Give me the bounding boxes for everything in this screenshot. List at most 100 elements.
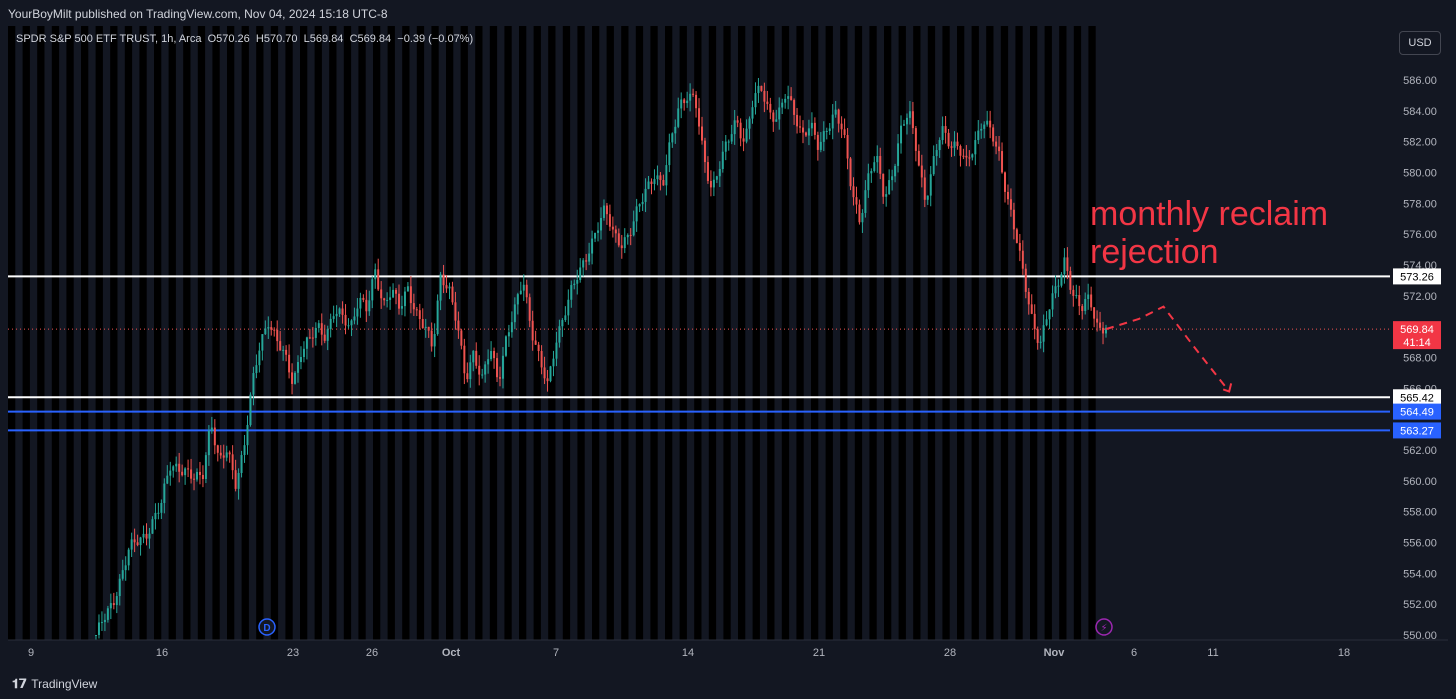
candle-body [338, 308, 341, 314]
candle-body [252, 373, 255, 395]
price-chart[interactable]: 550.00 552.00 554.00 556.00 558.00 560.00 562.… [8, 26, 1448, 666]
session-shade [1000, 26, 1009, 640]
session-shade [986, 26, 994, 640]
session-shade [51, 26, 60, 640]
session-shade [227, 26, 235, 640]
candle-body [1102, 327, 1105, 334]
candle-body [1057, 285, 1060, 287]
candle-body [166, 475, 169, 484]
candle-body [1093, 307, 1096, 319]
session-shade [519, 26, 527, 640]
candle-body [255, 365, 258, 374]
time-axis-bg [8, 640, 1448, 666]
candle-body [478, 365, 481, 375]
candle-body [383, 298, 386, 301]
candle-body [1099, 322, 1102, 328]
candle-body [1004, 172, 1006, 192]
time-tick-label: 28 [944, 647, 956, 659]
candle-body [558, 326, 561, 343]
candle-body [139, 537, 142, 546]
candle-body [1078, 295, 1081, 307]
candle-body [418, 310, 421, 320]
symbol-name: SPDR S&P 500 ETF TRUST, 1h, Arca [16, 33, 202, 45]
candle-body [709, 180, 712, 188]
price-tick-label: 550.00 [1403, 630, 1437, 642]
chart-frame[interactable]: 550.00 552.00 554.00 556.00 558.00 560.00 562.… [8, 26, 1448, 666]
candle-body [234, 470, 237, 489]
time-tick-label: 21 [813, 647, 825, 659]
time-tick-label: 18 [1338, 647, 1350, 659]
candle-body [279, 341, 282, 351]
candle-body [320, 323, 323, 335]
candle-body [115, 596, 118, 606]
time-tick-label: Nov [1044, 647, 1066, 659]
candle-body [1072, 289, 1075, 296]
candle-body [793, 100, 796, 115]
candle-body [810, 122, 813, 129]
time-tick-label: 14 [682, 647, 694, 659]
candle-body [1021, 250, 1024, 269]
projection-arrowhead [1222, 383, 1233, 393]
candle-body [650, 181, 653, 185]
candle-body [460, 330, 463, 346]
candle-body [311, 337, 314, 339]
session-shade [738, 26, 746, 640]
candle-body [323, 334, 326, 341]
session-shade [548, 26, 556, 640]
candle-body [210, 427, 213, 431]
candle-body [920, 165, 923, 178]
candle-body [305, 337, 308, 349]
candle-body [695, 94, 698, 109]
currency-button[interactable]: USD [1399, 31, 1441, 55]
level-price-label: 565.42 [1400, 392, 1434, 404]
candle-body [813, 122, 816, 135]
session-shade [358, 26, 366, 640]
candle-body [549, 366, 552, 382]
candle-body [222, 455, 225, 458]
session-shade [752, 26, 760, 640]
candle-body [769, 103, 772, 113]
candle-body [677, 108, 680, 127]
candle-body [653, 179, 656, 185]
candle-body [561, 320, 564, 327]
session-shade [898, 26, 906, 640]
candle-body [917, 150, 920, 166]
candle-body [932, 156, 935, 175]
session-shade [650, 26, 658, 640]
candle-body [121, 570, 124, 579]
candle-body [605, 205, 608, 215]
high-label: H [255, 33, 264, 45]
candle-body [398, 293, 400, 309]
candle-body [730, 134, 733, 142]
candle-body [781, 102, 784, 108]
candle-body [243, 445, 246, 456]
candle-body [1033, 313, 1036, 330]
candle-body [534, 340, 537, 345]
candle-body [834, 109, 837, 115]
candle-body [626, 234, 629, 238]
session-shade [300, 26, 308, 640]
candle-body [472, 350, 475, 363]
candle-body [861, 212, 864, 223]
tradingview-brand[interactable]: 𝟏𝟳 TradingView [12, 676, 97, 692]
candle-body [674, 126, 677, 134]
session-shade [781, 26, 790, 640]
candle-body [570, 285, 573, 300]
tradingview-logo-icon: 𝟏𝟳 [12, 676, 27, 691]
session-shade [446, 26, 454, 640]
candle-body [760, 85, 763, 91]
candle-body [846, 134, 849, 159]
candle-body [359, 297, 362, 309]
session-shade [1044, 26, 1052, 640]
candle-body [1096, 318, 1099, 323]
candle-body [531, 320, 534, 341]
session-shade [942, 26, 950, 640]
candle-body [1001, 151, 1004, 173]
candle-body [228, 452, 231, 455]
candle-body [766, 101, 769, 104]
candle-body [276, 329, 279, 342]
candle-body [594, 232, 597, 239]
candle-body [264, 328, 267, 335]
candle-body [451, 286, 454, 303]
session-shade [767, 26, 775, 640]
